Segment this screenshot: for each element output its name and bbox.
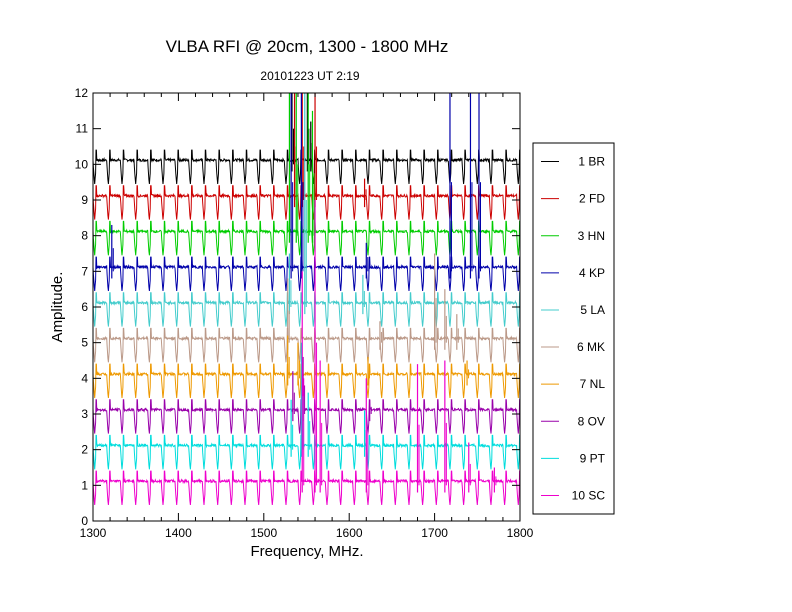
y-tick-label: 10: [75, 157, 89, 171]
series-line-1: [93, 149, 520, 184]
y-tick-label: 9: [81, 193, 88, 207]
x-tick-label: 1800: [507, 526, 534, 540]
legend: 1 BR 2 FD 3 HN 4 KP 5 LA 6 MK 7 NL 8 OV 9 PT 10 S…: [532, 142, 615, 515]
legend-label: 7 NL: [580, 377, 606, 391]
legend-label: 1 BR: [578, 155, 605, 169]
legend-label: 6 MK: [577, 340, 605, 354]
x-tick-label: 1600: [336, 526, 363, 540]
series-line-2: [93, 185, 520, 220]
x-tick-label: 1300: [80, 526, 107, 540]
legend-label: 4 KP: [579, 266, 605, 280]
x-tick-label: 1500: [250, 526, 277, 540]
y-tick-label: 7: [81, 264, 88, 278]
series-line-7: [93, 363, 520, 398]
legend-label: 9 PT: [580, 451, 606, 465]
chart-subtitle: 20101223 UT 2:19: [260, 69, 360, 83]
legend-label: 3 HN: [578, 229, 605, 243]
y-tick-label: 6: [81, 300, 88, 314]
x-tick-label: 1400: [165, 526, 192, 540]
series-line-10: [93, 470, 520, 505]
x-tick-label: 1700: [421, 526, 448, 540]
y-tick-label: 8: [81, 229, 88, 243]
series-layer: [93, 93, 520, 505]
legend-label: 2 FD: [579, 192, 605, 206]
series-line-6: [93, 327, 520, 363]
y-tick-label: 3: [81, 407, 88, 421]
legend-label: 5 LA: [580, 303, 605, 317]
series-line-9: [93, 434, 520, 470]
y-tick-label: 11: [76, 122, 89, 136]
legend-label: 10 SC: [572, 488, 606, 502]
y-tick-label: 5: [81, 336, 88, 350]
series-line-8: [93, 399, 520, 434]
chart-title: VLBA RFI @ 20cm, 1300 - 1800 MHz: [166, 37, 449, 56]
x-axis-label: Frequency, MHz.: [250, 543, 363, 560]
legend-label: 8 OV: [578, 414, 605, 428]
y-tick-label: 0: [81, 514, 88, 528]
y-axis-label: Amplitude.: [49, 272, 66, 343]
y-tick-label: 2: [81, 443, 88, 457]
y-tick-label: 4: [81, 371, 88, 385]
legend-box: [532, 142, 615, 515]
y-tick-label: 1: [81, 478, 88, 492]
y-tick-label: 12: [75, 86, 89, 100]
